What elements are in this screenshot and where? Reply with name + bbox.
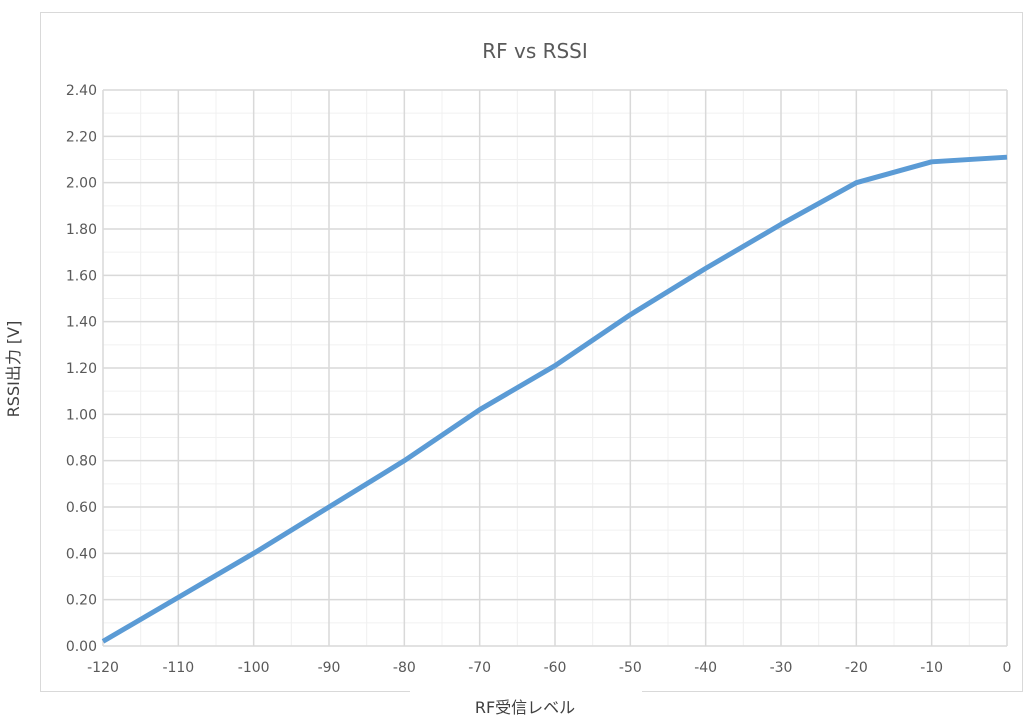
y-tick-label: 0.60 — [66, 500, 97, 516]
grid — [102, 89, 1008, 647]
frame-gap — [410, 684, 642, 698]
y-tick-label: 1.60 — [66, 268, 97, 284]
y-tick-label: 1.80 — [66, 222, 97, 238]
y-tick-label: 0.00 — [66, 639, 97, 655]
x-tick-label: -80 — [393, 660, 416, 676]
y-tick-label: 2.00 — [66, 176, 97, 192]
x-tick-label: -40 — [694, 660, 717, 676]
x-tick-label: -70 — [468, 660, 491, 676]
series-line — [101, 154, 1008, 644]
series-layer — [101, 154, 1008, 644]
y-tick-label: 1.40 — [66, 315, 97, 331]
x-tick-label: -30 — [770, 660, 793, 676]
y-tick-label: 1.00 — [66, 407, 97, 423]
y-tick-label: 0.80 — [66, 454, 97, 470]
x-tick-label: -120 — [87, 660, 119, 676]
chart-title: RF vs RSSI — [482, 39, 588, 63]
y-tick-label: 1.20 — [66, 361, 97, 377]
x-tick-label: -50 — [619, 660, 642, 676]
x-tick-label: -100 — [238, 660, 270, 676]
y-axis-title: RSSI出力 [V] — [4, 321, 23, 418]
x-tick-label: -90 — [318, 660, 341, 676]
x-tick-labels: -120 -110 -100 -90 -80 -70 -60 -50 -40 -30 -20 -10 0 — [87, 660, 1011, 676]
y-tick-label: 2.20 — [66, 129, 97, 145]
y-tick-label: 0.40 — [66, 546, 97, 562]
y-tick-label: 2.40 — [66, 83, 97, 99]
y-tick-labels: 0.00 0.20 0.40 0.60 0.80 1.00 1.20 1.40 1.60 1.80… — [66, 83, 97, 655]
x-tick-label: 0 — [1003, 660, 1012, 676]
y-tick-label: 0.20 — [66, 593, 97, 609]
x-axis-title: RF受信レベル — [475, 698, 575, 717]
x-tick-label: -60 — [544, 660, 567, 676]
chart-frame — [40, 12, 1023, 692]
x-tick-label: -10 — [920, 660, 943, 676]
x-tick-label: -110 — [162, 660, 194, 676]
x-tick-label: -20 — [845, 660, 868, 676]
